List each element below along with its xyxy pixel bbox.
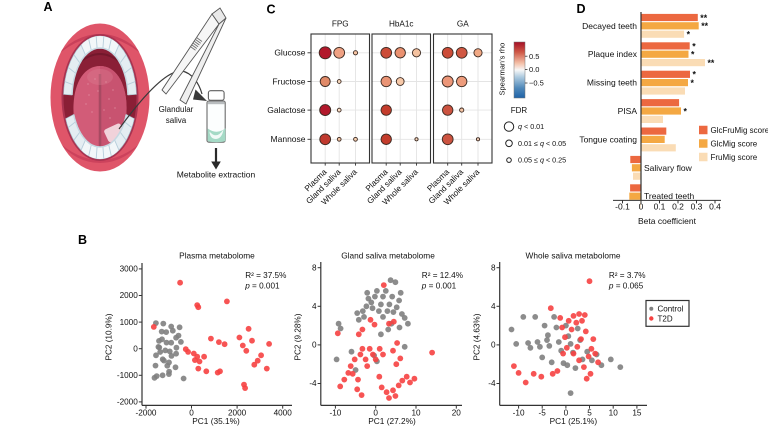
svg-text:GA: GA	[457, 20, 469, 29]
svg-text:*: *	[684, 106, 688, 116]
svg-text:−0.5: −0.5	[529, 79, 544, 88]
svg-text:Salivary flow: Salivary flow	[644, 163, 693, 173]
svg-text:4: 4	[491, 302, 496, 311]
svg-text:PISA: PISA	[618, 106, 638, 116]
svg-text:T2D: T2D	[658, 315, 673, 324]
svg-text:Control: Control	[658, 305, 684, 314]
svg-text:4: 4	[312, 302, 317, 311]
svg-text:q < 0.01: q < 0.01	[518, 122, 544, 131]
svg-text:C: C	[267, 3, 276, 17]
svg-text:FruMig score: FruMig score	[711, 153, 758, 162]
svg-text:p = 0.001: p = 0.001	[421, 282, 457, 291]
svg-text:0.5: 0.5	[529, 52, 539, 61]
svg-text:PC2 (9.28%): PC2 (9.28%)	[294, 313, 303, 360]
svg-text:0: 0	[133, 344, 138, 353]
svg-text:0.2: 0.2	[672, 202, 684, 212]
svg-text:GlcMig score: GlcMig score	[711, 140, 758, 149]
svg-text:0: 0	[491, 341, 496, 350]
svg-text:p = 0.065: p = 0.065	[608, 282, 644, 291]
svg-text:*: *	[691, 78, 695, 88]
svg-text:0.05 ≤ q < 0.25: 0.05 ≤ q < 0.25	[518, 156, 566, 165]
svg-text:HbA1c: HbA1c	[389, 20, 414, 29]
svg-text:Galactose: Galactose	[267, 105, 306, 115]
svg-text:*: *	[691, 50, 695, 60]
svg-text:R² = 12.4%: R² = 12.4%	[422, 271, 463, 280]
svg-text:A: A	[44, 0, 53, 14]
svg-text:Gland saliva metabolome: Gland saliva metabolome	[341, 251, 435, 261]
svg-text:Mannose: Mannose	[271, 134, 306, 144]
svg-text:PC1 (27.2%): PC1 (27.2%)	[368, 416, 416, 426]
svg-text:Beta coefficient: Beta coefficient	[638, 216, 697, 226]
svg-text:saliva: saliva	[166, 116, 187, 125]
svg-text:R² = 37.5%: R² = 37.5%	[245, 271, 286, 280]
svg-text:p = 0.001: p = 0.001	[244, 282, 280, 291]
svg-text:**: **	[708, 58, 715, 68]
svg-text:R² = 3.7%: R² = 3.7%	[609, 271, 646, 280]
svg-text:8: 8	[312, 263, 317, 272]
svg-text:B: B	[78, 233, 87, 247]
svg-text:-2000: -2000	[136, 409, 157, 418]
svg-text:Fructose: Fructose	[272, 76, 305, 86]
svg-text:0.1: 0.1	[654, 202, 666, 212]
svg-text:*: *	[687, 30, 691, 40]
svg-text:PC1 (25.1%): PC1 (25.1%)	[550, 416, 598, 426]
svg-text:Spearman’s rho: Spearman’s rho	[498, 43, 507, 96]
svg-text:Metabolite extraction: Metabolite extraction	[177, 170, 256, 180]
svg-text:2000: 2000	[120, 291, 139, 300]
svg-text:**: **	[701, 21, 708, 31]
svg-text:0.01 ≤ q < 0.05: 0.01 ≤ q < 0.05	[518, 139, 566, 148]
svg-text:0.4: 0.4	[709, 202, 721, 212]
svg-text:PC1 (35.1%): PC1 (35.1%)	[192, 416, 240, 426]
svg-text:Whole saliva metabolome: Whole saliva metabolome	[526, 251, 621, 261]
svg-text:0: 0	[639, 202, 644, 212]
svg-text:0.0: 0.0	[529, 65, 539, 74]
svg-text:FPG: FPG	[332, 20, 349, 29]
svg-text:3000: 3000	[120, 265, 139, 274]
svg-text:-0.1: -0.1	[615, 202, 630, 212]
svg-text:8: 8	[491, 263, 496, 272]
svg-text:PC2 (10.9%): PC2 (10.9%)	[105, 313, 114, 360]
svg-text:Plaque index: Plaque index	[588, 49, 638, 59]
svg-text:-5: -5	[539, 409, 547, 418]
svg-text:Tongue coating: Tongue coating	[579, 134, 637, 144]
svg-text:Glandular: Glandular	[159, 105, 194, 114]
svg-text:-4: -4	[488, 379, 496, 388]
svg-text:Treated teeth: Treated teeth	[644, 191, 695, 201]
svg-text:-4: -4	[309, 379, 317, 388]
svg-text:-10: -10	[513, 409, 525, 418]
svg-text:FDR: FDR	[511, 106, 528, 115]
svg-text:0: 0	[312, 341, 317, 350]
svg-text:PC2 (4.63%): PC2 (4.63%)	[473, 313, 482, 360]
svg-text:4000: 4000	[274, 409, 293, 418]
svg-text:10: 10	[609, 409, 619, 418]
svg-text:Missing teeth: Missing teeth	[587, 78, 637, 88]
svg-text:-2000: -2000	[117, 398, 138, 407]
svg-text:D: D	[577, 2, 586, 16]
svg-text:GlcFruMig score: GlcFruMig score	[711, 126, 768, 135]
svg-text:Decayed teeth: Decayed teeth	[582, 21, 637, 31]
svg-text:0.3: 0.3	[691, 202, 703, 212]
svg-text:15: 15	[632, 409, 642, 418]
svg-text:-1000: -1000	[117, 371, 138, 380]
svg-text:Plasma metabolome: Plasma metabolome	[179, 251, 255, 261]
svg-text:Glucose: Glucose	[274, 48, 305, 58]
svg-text:1000: 1000	[120, 318, 139, 327]
svg-text:-10: -10	[329, 409, 341, 418]
svg-text:20: 20	[452, 409, 462, 418]
